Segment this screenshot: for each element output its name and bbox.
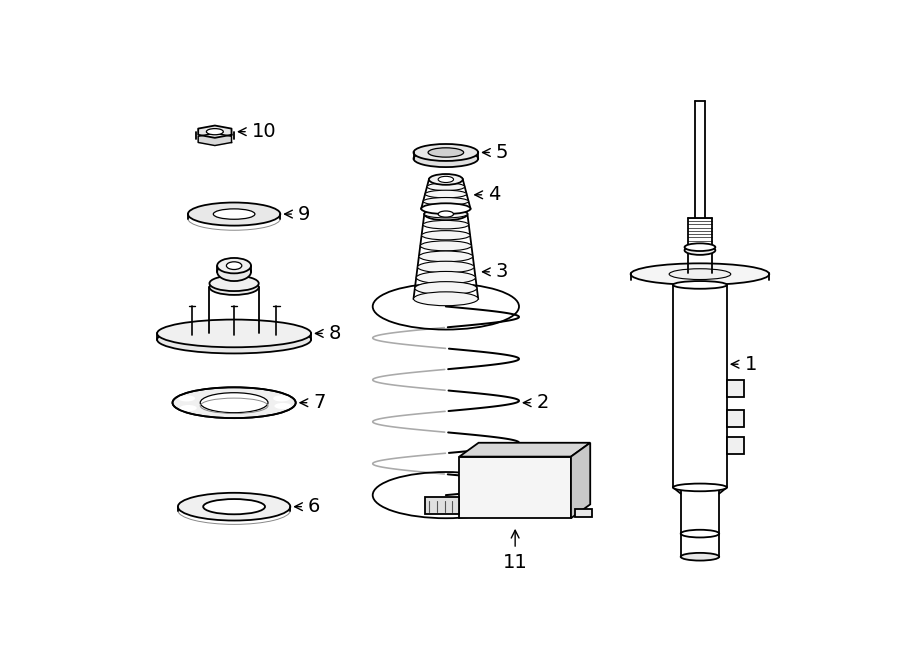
Ellipse shape [429, 176, 463, 183]
Ellipse shape [217, 262, 251, 281]
Polygon shape [571, 443, 590, 518]
Ellipse shape [680, 529, 719, 537]
Ellipse shape [420, 241, 472, 251]
Ellipse shape [413, 144, 478, 161]
Ellipse shape [416, 272, 475, 284]
Ellipse shape [227, 262, 242, 270]
Ellipse shape [421, 231, 470, 240]
Ellipse shape [217, 258, 251, 274]
Ellipse shape [673, 281, 727, 289]
Ellipse shape [673, 484, 727, 491]
Polygon shape [198, 134, 231, 145]
Ellipse shape [670, 269, 731, 280]
Ellipse shape [206, 129, 223, 135]
Text: 6: 6 [308, 497, 320, 516]
Bar [727, 379, 743, 397]
Ellipse shape [178, 493, 291, 520]
Bar [727, 438, 743, 454]
Text: 1: 1 [744, 355, 757, 373]
Ellipse shape [429, 174, 463, 185]
Ellipse shape [200, 393, 268, 412]
Ellipse shape [438, 176, 454, 182]
Ellipse shape [418, 251, 472, 262]
Ellipse shape [685, 243, 716, 251]
Ellipse shape [274, 403, 292, 409]
Text: 4: 4 [488, 185, 500, 204]
Ellipse shape [178, 395, 195, 401]
Ellipse shape [213, 209, 255, 219]
Ellipse shape [631, 263, 770, 285]
Ellipse shape [424, 210, 467, 218]
Ellipse shape [680, 553, 719, 561]
Ellipse shape [425, 190, 466, 198]
Text: 7: 7 [313, 393, 326, 412]
Ellipse shape [438, 211, 454, 217]
Ellipse shape [415, 282, 477, 295]
Text: 9: 9 [298, 204, 310, 223]
Ellipse shape [424, 208, 467, 220]
Bar [425, 496, 459, 514]
Polygon shape [198, 126, 231, 138]
Ellipse shape [180, 405, 197, 411]
Bar [459, 457, 571, 518]
Ellipse shape [188, 202, 280, 225]
Bar [575, 509, 592, 517]
Ellipse shape [210, 276, 258, 291]
Ellipse shape [421, 205, 471, 213]
Ellipse shape [418, 261, 474, 273]
Ellipse shape [423, 220, 469, 229]
Ellipse shape [158, 319, 311, 347]
Ellipse shape [413, 150, 478, 167]
Ellipse shape [428, 148, 464, 157]
Ellipse shape [173, 387, 296, 418]
Ellipse shape [421, 204, 471, 214]
Ellipse shape [158, 326, 311, 354]
Ellipse shape [210, 280, 258, 295]
Bar [727, 410, 743, 428]
Ellipse shape [685, 246, 716, 255]
Text: 5: 5 [496, 143, 508, 162]
Polygon shape [459, 443, 590, 457]
Text: 8: 8 [328, 324, 341, 343]
Ellipse shape [427, 183, 464, 190]
Text: 2: 2 [536, 393, 549, 412]
Ellipse shape [423, 198, 469, 205]
Text: 10: 10 [252, 122, 276, 141]
Ellipse shape [413, 292, 478, 305]
Ellipse shape [273, 395, 290, 401]
Text: 11: 11 [503, 553, 527, 572]
Ellipse shape [203, 499, 265, 514]
Text: 3: 3 [496, 262, 508, 282]
